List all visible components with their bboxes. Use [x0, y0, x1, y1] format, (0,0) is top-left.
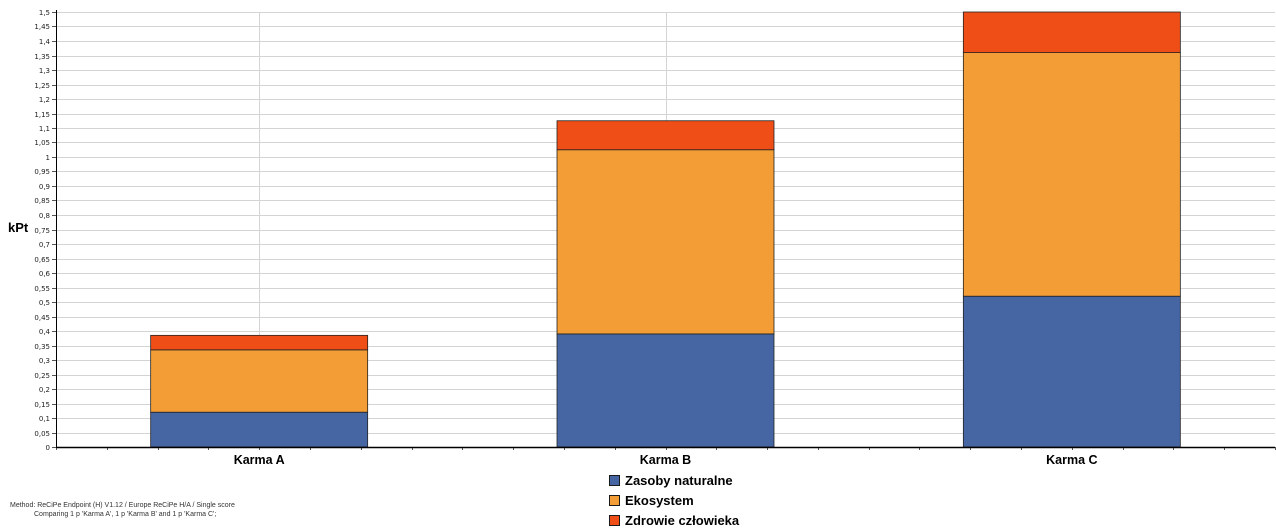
bars — [150, 11, 1181, 448]
y-tick-label: 1,3 — [39, 67, 50, 75]
y-tick-label: 1,45 — [34, 23, 50, 31]
axes — [52, 10, 1276, 450]
y-tick-label: 0,5 — [39, 299, 50, 307]
y-tick-label: 0,15 — [34, 401, 50, 409]
x-tick-label: Karma B — [640, 453, 691, 467]
x-tick-label: Karma C — [1046, 453, 1097, 467]
footnote-line-2: Comparing 1 p 'Karma A', 1 p 'Karma B' a… — [34, 511, 217, 518]
y-tick-label: 0,2 — [39, 386, 50, 394]
method-footnote: Method: ReCiPe Endpoint (H) V1.12 / Euro… — [10, 501, 235, 519]
legend-swatch — [609, 474, 620, 486]
legend-swatch — [609, 494, 620, 506]
y-tick-label: 0,55 — [34, 285, 50, 293]
y-tick-label: 0,3 — [39, 357, 50, 365]
x-tick-labels: Karma A Karma B Karma C — [234, 453, 1098, 467]
x-tick-label: Karma A — [234, 453, 285, 467]
y-tick-label: 1,4 — [39, 38, 51, 46]
y-tick-label: 0,8 — [39, 212, 50, 220]
y-tick-label: 0,1 — [39, 415, 50, 423]
y-tick-label: 0,9 — [39, 183, 50, 191]
legend-item: Zasoby naturalne — [609, 470, 739, 490]
y-tick-label: 1,1 — [39, 125, 50, 133]
bar-segment — [962, 295, 1181, 448]
y-tick-label: 0,65 — [34, 256, 50, 264]
bar-segment — [962, 52, 1181, 297]
y-tick-label: 0,95 — [34, 168, 50, 176]
bar-segment — [150, 411, 369, 448]
bar-segment — [150, 334, 369, 351]
legend-label: Zdrowie człowieka — [625, 512, 740, 528]
bar-segment — [556, 333, 775, 448]
bar-segment — [150, 349, 369, 413]
y-tick-label: 0,05 — [34, 430, 50, 438]
legend-swatch — [609, 514, 620, 526]
y-tick-label: 0,4 — [39, 328, 51, 336]
bar-segment — [556, 149, 775, 335]
y-tick-label: 1,5 — [39, 9, 50, 17]
y-tick-label: 1 — [46, 154, 50, 162]
legend: Zasoby naturalne Ekosystem Zdrowie człowie… — [609, 470, 739, 530]
y-tick-label: 1,35 — [34, 53, 50, 61]
y-tick-label: 0,35 — [34, 343, 50, 351]
legend-label: Zasoby naturalne — [625, 472, 733, 488]
y-tick-label: 0,45 — [34, 314, 50, 322]
y-axis-label: kPt — [8, 220, 29, 235]
y-tick-label: 1,15 — [34, 111, 50, 119]
y-tick-label: 0,75 — [34, 227, 50, 235]
bar-segment — [962, 11, 1181, 53]
y-tick-label: 0,25 — [34, 372, 50, 380]
y-tick-labels: 0 0,05 0,1 0,15 0,2 0,25 0,3 0,35 0,4 0,45 0,5 0,55… — [34, 9, 50, 452]
y-tick-label: 0,85 — [34, 197, 50, 205]
legend-item: Ekosystem — [609, 490, 739, 510]
y-tick-label: 1,25 — [34, 82, 50, 90]
legend-item: Zdrowie człowieka — [609, 510, 739, 530]
y-tick-label: 1,05 — [34, 139, 50, 147]
y-tick-label: 0 — [46, 444, 50, 452]
y-tick-label: 0,7 — [39, 241, 50, 249]
y-tick-label: 1,2 — [39, 96, 50, 104]
footnote-line-1: Method: ReCiPe Endpoint (H) V1.12 / Euro… — [10, 502, 235, 509]
legend-label: Ekosystem — [625, 492, 694, 508]
y-tick-label: 0,6 — [39, 270, 51, 278]
bar-segment — [556, 120, 775, 151]
